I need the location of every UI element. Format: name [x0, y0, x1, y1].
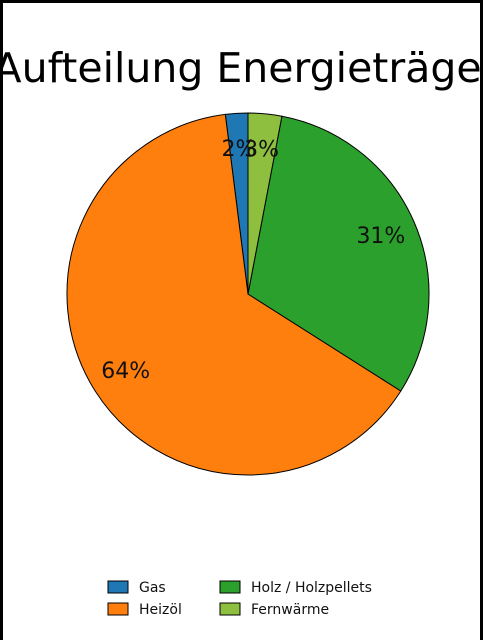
- legend-swatch-heizoel: [107, 602, 129, 616]
- legend-label-holz-holzpellets: Holz / Holzpellets: [251, 580, 372, 596]
- legend-swatch-holz-holzpellets: [219, 580, 241, 594]
- legend-swatch-gas: [107, 580, 129, 594]
- legend-label-gas: Gas: [139, 580, 166, 596]
- legend-label-fernwaerme: Fernwärme: [251, 602, 329, 618]
- legend-item-fernwaerme: Fernwärme: [219, 602, 329, 618]
- legend-item-gas: Gas: [107, 580, 166, 596]
- pie-label-holz-holzpellets: 31%: [356, 224, 405, 249]
- pie-slice-heizoel: [66, 113, 402, 476]
- legend-item-holz-holzpellets: Holz / Holzpellets: [219, 580, 372, 596]
- chart-legend: Gas Heizöl Holz / Holzpellets Fernwärme: [107, 580, 372, 618]
- legend-item-heizoel: Heizöl: [107, 602, 182, 618]
- pie-slices: [66, 112, 430, 476]
- pie-label-fernwaerme: 3%: [244, 137, 279, 162]
- pie-slice-holz-holzpellets: [247, 115, 430, 392]
- pie-label-heizoel: 64%: [101, 359, 150, 384]
- legend-swatch-fernwaerme: [219, 602, 241, 616]
- chart-title: Aufteilung Energieträger: [0, 44, 483, 92]
- pie-percentage-labels: 2% 64% 31% 3%: [101, 137, 405, 384]
- pie-label-gas: 2%: [221, 137, 256, 162]
- legend-label-heizoel: Heizöl: [139, 602, 182, 618]
- pie-slice-fernwaerme: [247, 112, 283, 295]
